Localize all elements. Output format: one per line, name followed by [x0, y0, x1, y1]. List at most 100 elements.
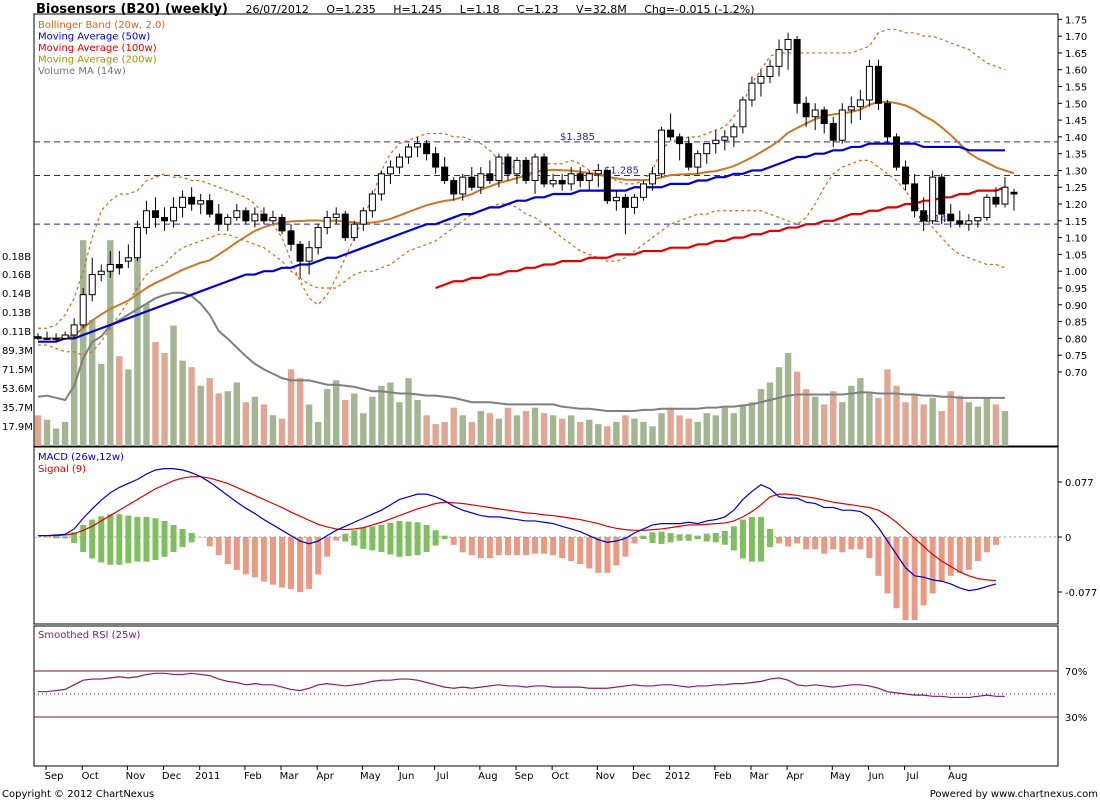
candle-body — [179, 196, 187, 208]
ma50-line — [38, 142, 1005, 343]
volume-axis-label: 0.16B — [2, 270, 31, 281]
macd-histogram-bar — [559, 537, 566, 559]
macd-histogram-bar — [577, 537, 584, 565]
volume-bar — [531, 407, 539, 446]
candle-body — [603, 169, 611, 202]
candle-body — [233, 210, 241, 218]
macd-histogram-bar — [920, 537, 927, 606]
volume-bar — [631, 418, 638, 446]
candle-body — [775, 49, 783, 67]
macd-histogram-bar — [848, 537, 855, 550]
macd-histogram-bar — [279, 537, 285, 588]
candle-body — [956, 220, 964, 225]
candle-body — [468, 176, 476, 188]
macd-histogram-bar — [71, 532, 78, 544]
macd-histogram-bar — [306, 537, 313, 590]
macd-histogram-bar — [450, 537, 457, 545]
price-axis-label: 1.70 — [1065, 32, 1087, 43]
volume-bar — [622, 415, 629, 446]
macd-histogram-bar — [640, 535, 647, 540]
macd-histogram-bar — [468, 537, 475, 556]
volume-bar — [730, 413, 738, 446]
macd-histogram-bar — [80, 524, 87, 552]
candle-body — [423, 143, 431, 155]
price-axis-label: 1.35 — [1065, 150, 1087, 161]
volume-bar — [351, 393, 358, 446]
candle-body — [929, 176, 937, 222]
macd-legend-label: MACD (26w,12w) — [38, 452, 124, 463]
volume-bar — [866, 393, 873, 446]
candle-body — [911, 183, 919, 212]
macd-histogram-bar — [604, 537, 611, 573]
price-axis-label: 0.90 — [1065, 301, 1087, 312]
volume-bar — [79, 240, 87, 446]
candle-body — [558, 180, 566, 185]
volume-bar — [378, 385, 385, 446]
macd-axis-label: 0.077 — [1065, 478, 1094, 489]
volume-bar — [676, 415, 683, 446]
candle-body — [269, 216, 277, 222]
candle-body — [649, 173, 657, 185]
macd-histogram-bar — [875, 537, 882, 576]
macd-histogram-bar — [776, 537, 783, 544]
candle-body — [70, 324, 78, 336]
macd-histogram-bar — [902, 537, 909, 621]
quote-open: O=1.235 — [326, 3, 376, 16]
candle-body — [106, 263, 114, 272]
macd-histogram-bar — [342, 533, 349, 542]
volume-axis-label: 0.11B — [2, 327, 31, 338]
candle-body — [694, 153, 702, 168]
volume-bar — [396, 402, 403, 446]
macd-histogram-bar — [586, 537, 593, 569]
volume-bar — [477, 410, 485, 446]
macd-histogram-bar — [649, 532, 656, 544]
macd-histogram-bar — [938, 537, 945, 582]
price-axis-label: 1.10 — [1065, 234, 1087, 245]
x-axis-label: Aug — [478, 771, 498, 782]
volume-bar — [694, 421, 701, 446]
x-axis-label: Jul — [906, 771, 919, 782]
macd-histogram-bar — [983, 537, 990, 553]
price-axis-label: 1.45 — [1065, 116, 1087, 127]
volume-bar — [423, 415, 430, 446]
candle-body — [495, 156, 503, 182]
macd-histogram-bar — [459, 537, 466, 553]
volume-bar — [432, 424, 439, 446]
candle-body — [902, 166, 910, 185]
candle-body — [133, 227, 141, 259]
macd-histogram-bar — [965, 537, 972, 570]
macd-histogram-bar — [432, 530, 439, 546]
bollinger-lower-line — [38, 159, 1006, 356]
macd-histogram-bar — [830, 537, 837, 550]
volume-bar — [116, 356, 123, 446]
price-axis-label: 0.95 — [1065, 284, 1087, 295]
price-axis-label: 0.70 — [1065, 368, 1087, 379]
volume-bar — [893, 385, 900, 446]
rsi-line — [38, 672, 1005, 699]
candle-body — [513, 159, 521, 175]
candle-body — [242, 210, 250, 222]
candle-body — [296, 243, 304, 262]
volume-bar — [965, 402, 973, 446]
volume-bar — [369, 396, 376, 446]
volume-bar — [468, 421, 475, 446]
candle-body — [52, 337, 60, 340]
candle-body — [874, 65, 882, 104]
macd-histogram-bar — [748, 516, 755, 562]
volume-bar — [613, 421, 620, 446]
quote-volume: V=32.8M — [575, 3, 627, 16]
macd-histogram-bar — [116, 514, 123, 565]
macd-histogram-bar — [757, 516, 764, 562]
volume-bar — [278, 418, 286, 446]
macd-histogram-bar — [396, 520, 403, 557]
x-axis-label: Oct — [551, 771, 568, 782]
price-level-label: $1.285 — [604, 165, 639, 176]
candle-body — [260, 213, 268, 222]
macd-histogram-bar — [703, 533, 710, 542]
volume-bar — [839, 402, 846, 446]
candle-body — [1010, 191, 1018, 195]
powered-by-link[interactable]: Powered by www.chartnexus.com — [929, 789, 1098, 800]
price-axis-label: 1.55 — [1065, 83, 1087, 94]
volume-bar — [549, 415, 557, 446]
